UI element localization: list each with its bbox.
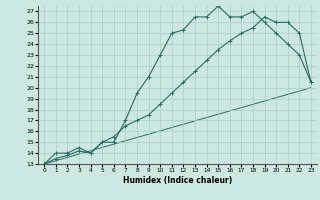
X-axis label: Humidex (Indice chaleur): Humidex (Indice chaleur) (123, 176, 232, 185)
